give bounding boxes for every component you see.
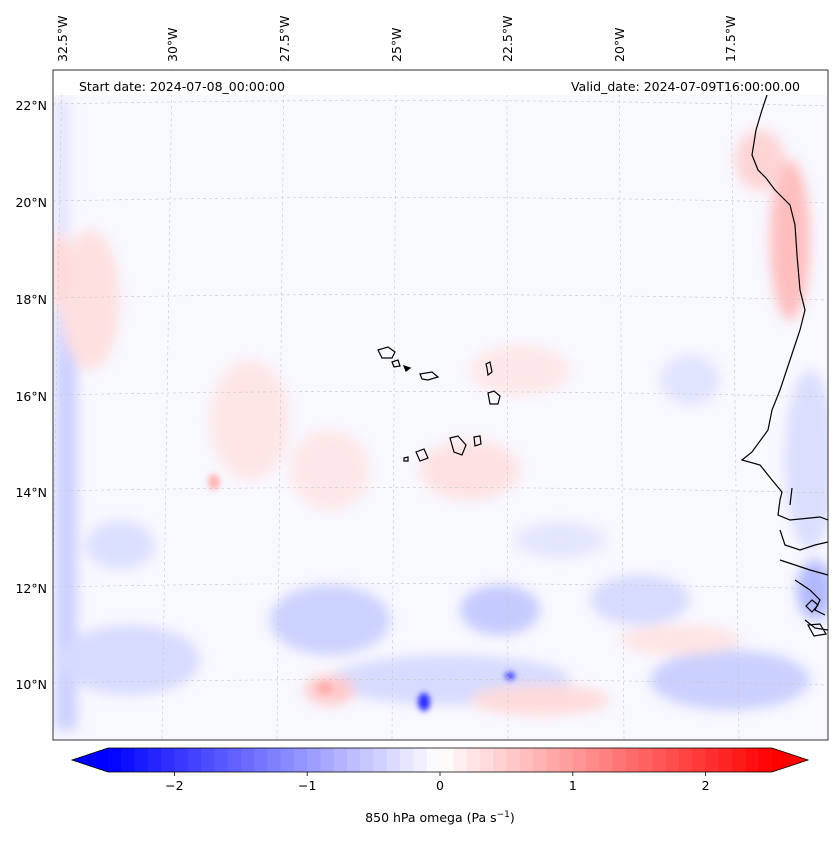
colorbar-segment <box>745 748 760 772</box>
longitude-labels: 32.5°W 30°W 27.5°W 25°W 22.5°W 20°W 17.5… <box>55 16 738 62</box>
lon-label: 32.5°W <box>55 16 70 62</box>
lon-label: 22.5°W <box>500 16 515 62</box>
colorbar-segment <box>532 748 547 772</box>
colorbar-segments <box>108 748 773 772</box>
colorbar: −2 −1 0 1 2 850 hPa omega (Pa s−1) <box>70 747 810 825</box>
colorbar-segment <box>586 748 600 772</box>
lon-label: 25°W <box>389 27 404 62</box>
cape-verde-islands <box>377 346 501 462</box>
colorbar-ticks: −2 −1 0 1 2 <box>165 772 710 793</box>
variable-name: 850 hPa omega <box>365 810 462 825</box>
colorbar-low-extension <box>72 748 108 772</box>
colorbar-segment <box>333 748 348 772</box>
colorbar-tick-label: 1 <box>569 778 577 793</box>
colorbar-segment <box>679 748 693 772</box>
colorbar-segment <box>519 748 534 772</box>
colorbar-segment <box>187 748 202 772</box>
colorbar-segment <box>214 748 229 772</box>
valid-date-label: Valid_date: 2024-07-09T16:00:00.00 <box>571 79 800 94</box>
africa-coastline <box>740 73 828 521</box>
units-exponent: −1 <box>497 810 510 820</box>
colorbar-tick-label: 0 <box>436 778 444 793</box>
start-date-label: Start date: 2024-07-08_00:00:00 <box>79 79 285 94</box>
colorbar-segment <box>479 748 494 772</box>
lon-label: 17.5°W <box>723 16 738 62</box>
map-frame <box>52 69 829 741</box>
colorbar-segment <box>134 748 149 772</box>
colorbar-segment <box>599 748 614 772</box>
colorbar-segment <box>347 748 361 772</box>
colorbar-segment <box>307 748 322 772</box>
lon-label: 27.5°W <box>277 16 292 62</box>
colorbar-tick-label: 2 <box>702 778 710 793</box>
colorbar-segment <box>174 748 189 772</box>
colorbar-segment <box>280 748 295 772</box>
colorbar-segment <box>147 748 162 772</box>
colorbar-segment <box>493 748 507 772</box>
colorbar-segment <box>718 748 733 772</box>
colorbar-segment <box>267 748 282 772</box>
lat-label: 22°N <box>15 98 47 113</box>
colorbar-segment <box>108 748 122 772</box>
lon-label: 20°W <box>612 27 627 62</box>
colorbar-segment <box>200 748 215 772</box>
variable-units: Pa s <box>472 810 497 825</box>
latitude-labels: 22°N 20°N 18°N 16°N 14°N 12°N 10°N <box>15 98 47 692</box>
colorbar-segment <box>546 748 561 772</box>
colorbar-segment <box>426 748 441 772</box>
colorbar-segment <box>692 748 707 772</box>
coastlines <box>740 73 828 637</box>
colorbar-segment <box>758 748 773 772</box>
colorbar-segment <box>386 748 401 772</box>
colorbar-segment <box>572 748 587 772</box>
colorbar-segment <box>506 748 521 772</box>
colorbar-tick-label: −2 <box>165 778 183 793</box>
colorbar-segment <box>254 748 268 772</box>
colorbar-tick-label: −1 <box>298 778 316 793</box>
colorbar-segment <box>652 748 667 772</box>
colorbar-segment <box>732 748 747 772</box>
colorbar-high-extension <box>772 748 808 772</box>
colorbar-segment <box>612 748 627 772</box>
colorbar-segment <box>161 748 175 772</box>
colorbar-segment <box>639 748 654 772</box>
lat-label: 10°N <box>15 677 47 692</box>
colorbar-segment <box>440 748 454 772</box>
colorbar-segment <box>705 748 720 772</box>
colorbar-segment <box>320 748 335 772</box>
lat-label: 16°N <box>15 389 47 404</box>
colorbar-segment <box>466 748 481 772</box>
colorbar-segment <box>625 748 640 772</box>
colorbar-segment <box>453 748 468 772</box>
colorbar-segment <box>559 748 574 772</box>
colorbar-segment <box>665 748 680 772</box>
lat-label: 20°N <box>15 195 47 210</box>
colorbar-segment <box>400 748 415 772</box>
lon-label: 30°W <box>165 27 180 62</box>
colorbar-segment <box>293 748 308 772</box>
colorbar-segment <box>373 748 388 772</box>
colorbar-segment <box>413 748 428 772</box>
colorbar-segment <box>121 748 136 772</box>
omega-field <box>53 100 828 730</box>
date-header-band <box>54 71 827 95</box>
colorbar-outline <box>70 747 810 773</box>
lat-label: 12°N <box>15 581 47 596</box>
map-gridlines <box>53 70 828 740</box>
lat-label: 18°N <box>15 292 47 307</box>
lat-label: 14°N <box>15 485 47 500</box>
colorbar-segment <box>360 748 375 772</box>
colorbar-segment <box>227 748 242 772</box>
colorbar-segment <box>240 748 255 772</box>
colorbar-label: 850 hPa omega (Pa s−1) <box>365 810 515 825</box>
